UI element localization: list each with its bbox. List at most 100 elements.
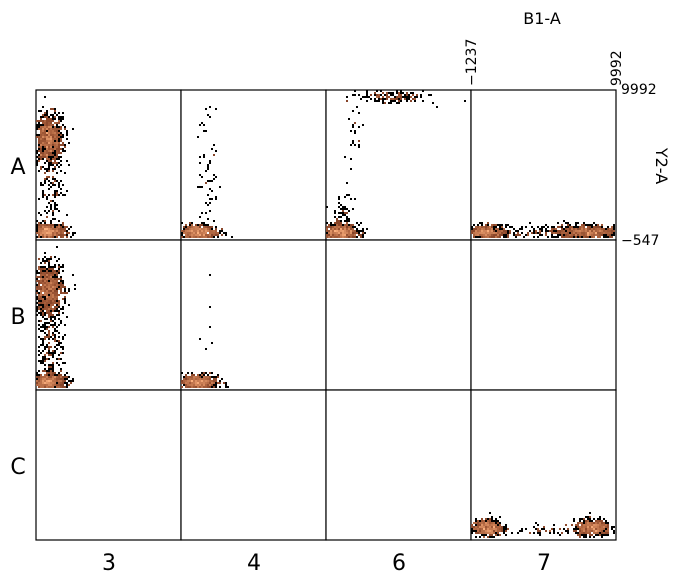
density-point: [485, 226, 487, 228]
density-point: [396, 96, 398, 98]
density-point: [557, 234, 559, 236]
density-point: [52, 268, 54, 270]
density-point: [54, 384, 56, 386]
density-point: [402, 96, 404, 98]
density-point: [605, 234, 607, 236]
density-point: [565, 524, 567, 526]
density-point: [46, 308, 48, 310]
density-point: [38, 110, 40, 112]
density-point: [207, 228, 209, 230]
density-point: [66, 236, 68, 238]
density-point: [58, 312, 60, 314]
density-point: [326, 226, 328, 228]
density-point: [40, 306, 42, 308]
density-point: [60, 160, 62, 162]
density-point: [44, 180, 46, 182]
density-point: [46, 148, 48, 150]
density-point: [54, 112, 56, 114]
density-point: [529, 230, 531, 232]
density-point: [50, 324, 52, 326]
density-point: [187, 384, 189, 386]
density-point: [599, 522, 601, 524]
density-point: [62, 236, 64, 238]
density-point: [185, 384, 187, 386]
density-point: [599, 226, 601, 228]
density-point: [66, 230, 68, 232]
density-point: [477, 524, 479, 526]
density-point: [199, 234, 201, 236]
density-point: [539, 530, 541, 532]
density-point: [336, 218, 338, 220]
density-point: [46, 120, 48, 122]
density-point: [420, 96, 422, 98]
density-point: [195, 234, 197, 236]
density-point: [56, 306, 58, 308]
density-point: [40, 228, 42, 230]
density-point: [50, 346, 52, 348]
density-point: [48, 350, 50, 352]
density-point: [575, 532, 577, 534]
density-point: [50, 164, 52, 166]
density-point: [62, 336, 64, 338]
density-point: [521, 226, 523, 228]
density-point: [38, 304, 40, 306]
density-point: [60, 128, 62, 130]
density-point: [44, 318, 46, 320]
density-point: [493, 224, 495, 226]
density-point: [595, 234, 597, 236]
density-point: [587, 230, 589, 232]
density-point: [60, 284, 62, 286]
density-point: [575, 530, 577, 532]
density-point: [205, 202, 207, 204]
density-point: [58, 148, 60, 150]
density-point: [48, 306, 50, 308]
density-point: [585, 532, 587, 534]
density-point: [193, 382, 195, 384]
density-point: [50, 182, 52, 184]
density-point: [601, 232, 603, 234]
density-point: [46, 278, 48, 280]
density-point: [68, 228, 70, 230]
density-point: [38, 226, 40, 228]
density-point: [199, 224, 201, 226]
density-point: [340, 230, 342, 232]
density-point: [54, 134, 56, 136]
density-point: [354, 94, 356, 96]
density-point: [334, 232, 336, 234]
density-point: [46, 212, 48, 214]
density-point: [505, 232, 507, 234]
density-point: [587, 526, 589, 528]
density-point: [48, 194, 50, 196]
density-point: [54, 284, 56, 286]
density-point: [56, 300, 58, 302]
density-point: [479, 230, 481, 232]
density-point: [205, 170, 207, 172]
density-point: [36, 220, 38, 222]
density-point: [587, 236, 589, 238]
density-point: [609, 236, 611, 238]
density-point: [46, 158, 48, 160]
density-point: [587, 524, 589, 526]
density-point: [374, 92, 376, 94]
density-point: [60, 188, 62, 190]
density-point: [42, 362, 44, 364]
density-point: [197, 234, 199, 236]
density-point: [543, 226, 545, 228]
density-point: [497, 234, 499, 236]
density-point: [475, 532, 477, 534]
density-point: [573, 232, 575, 234]
density-point: [48, 158, 50, 160]
density-point: [499, 224, 501, 226]
density-point: [36, 288, 38, 290]
density-point: [50, 162, 52, 164]
density-point: [593, 222, 595, 224]
density-point: [48, 116, 50, 118]
density-point: [62, 286, 64, 288]
density-point: [52, 326, 54, 328]
density-point: [344, 220, 346, 222]
density-point: [185, 234, 187, 236]
density-point: [203, 232, 205, 234]
density-point: [48, 300, 50, 302]
density-point: [215, 386, 217, 388]
density-point: [350, 158, 352, 160]
